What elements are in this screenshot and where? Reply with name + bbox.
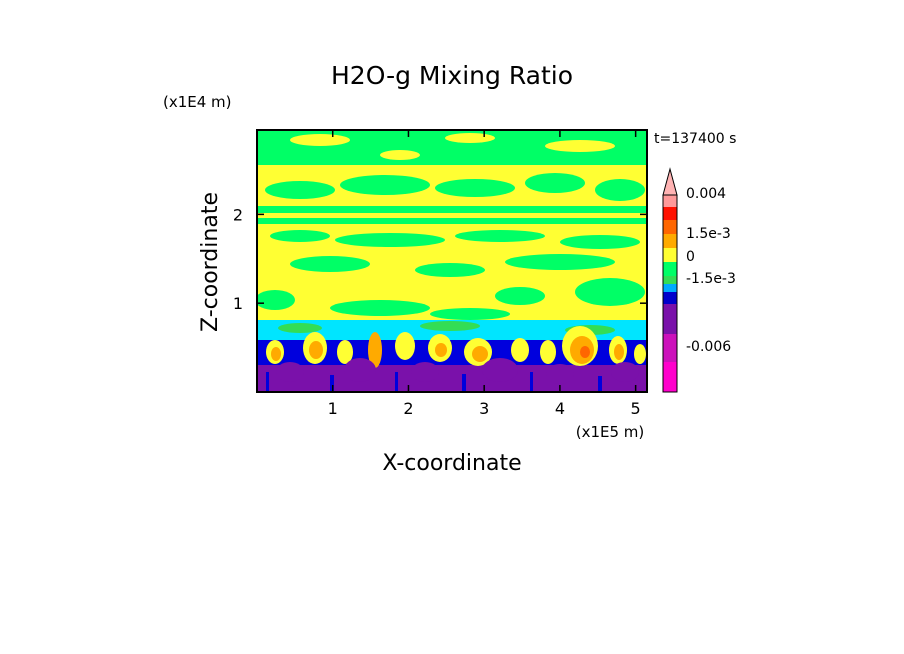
y-tick-label: 1 — [233, 294, 243, 313]
colorbar — [662, 167, 678, 393]
orange-plumes — [266, 326, 646, 368]
contour-field — [257, 130, 647, 392]
x-tick-label: 1 — [328, 399, 338, 418]
colorbar-band — [663, 248, 677, 262]
purple-layer — [257, 365, 647, 392]
green-patches — [257, 173, 647, 320]
colorbar-tick-label: -1.5e-3 — [686, 271, 736, 287]
x-axis-label: X-coordinate — [382, 451, 521, 476]
y-unit-label: (x1E4 m) — [163, 93, 232, 111]
x-axis-ticks: 1 2 3 4 5 — [328, 130, 641, 418]
bottom-blue-streaks — [266, 372, 602, 392]
colorbar-labels: 0.004 1.5e-3 0 -1.5e-3 -0.006 — [686, 186, 736, 355]
x-tick-label: 2 — [403, 399, 413, 418]
plot-frame — [256, 129, 648, 393]
y-axis-ticks: 12 — [233, 205, 647, 313]
bottom-spikes — [276, 358, 639, 384]
colorbar-band — [663, 262, 677, 276]
x-tick-label: 3 — [479, 399, 489, 418]
chart-title: H2O-g Mixing Ratio — [331, 61, 573, 90]
colorbar-tick-label: 0.004 — [686, 186, 726, 202]
colorbar-tick-label: 1.5e-3 — [686, 226, 731, 242]
colorbar-frame — [662, 194, 678, 393]
colorbar-band — [663, 334, 677, 362]
colorbar-band — [663, 362, 677, 392]
x-tick-label: 4 — [555, 399, 565, 418]
x-tick-label: 5 — [631, 399, 641, 418]
colorbar-tick-label: -0.006 — [686, 339, 731, 355]
y-axis-label: Z-coordinate — [198, 192, 223, 332]
colorbar-band — [663, 292, 677, 304]
colorbar-arrow — [662, 167, 678, 196]
colorbar-band — [663, 276, 677, 284]
colorbar-band — [663, 234, 677, 248]
colorbar-tick-label: 0 — [686, 249, 695, 265]
colorbar-band — [663, 195, 677, 207]
colorbar-band — [663, 207, 677, 220]
y-tick-label: 2 — [233, 205, 243, 224]
colorbar-band — [663, 220, 677, 234]
yellow-streaks — [290, 133, 615, 160]
time-label: t=137400 s — [654, 131, 736, 147]
colorbar-band — [663, 304, 677, 334]
colorbar-band — [663, 284, 677, 292]
x-unit-label: (x1E5 m) — [576, 423, 645, 441]
